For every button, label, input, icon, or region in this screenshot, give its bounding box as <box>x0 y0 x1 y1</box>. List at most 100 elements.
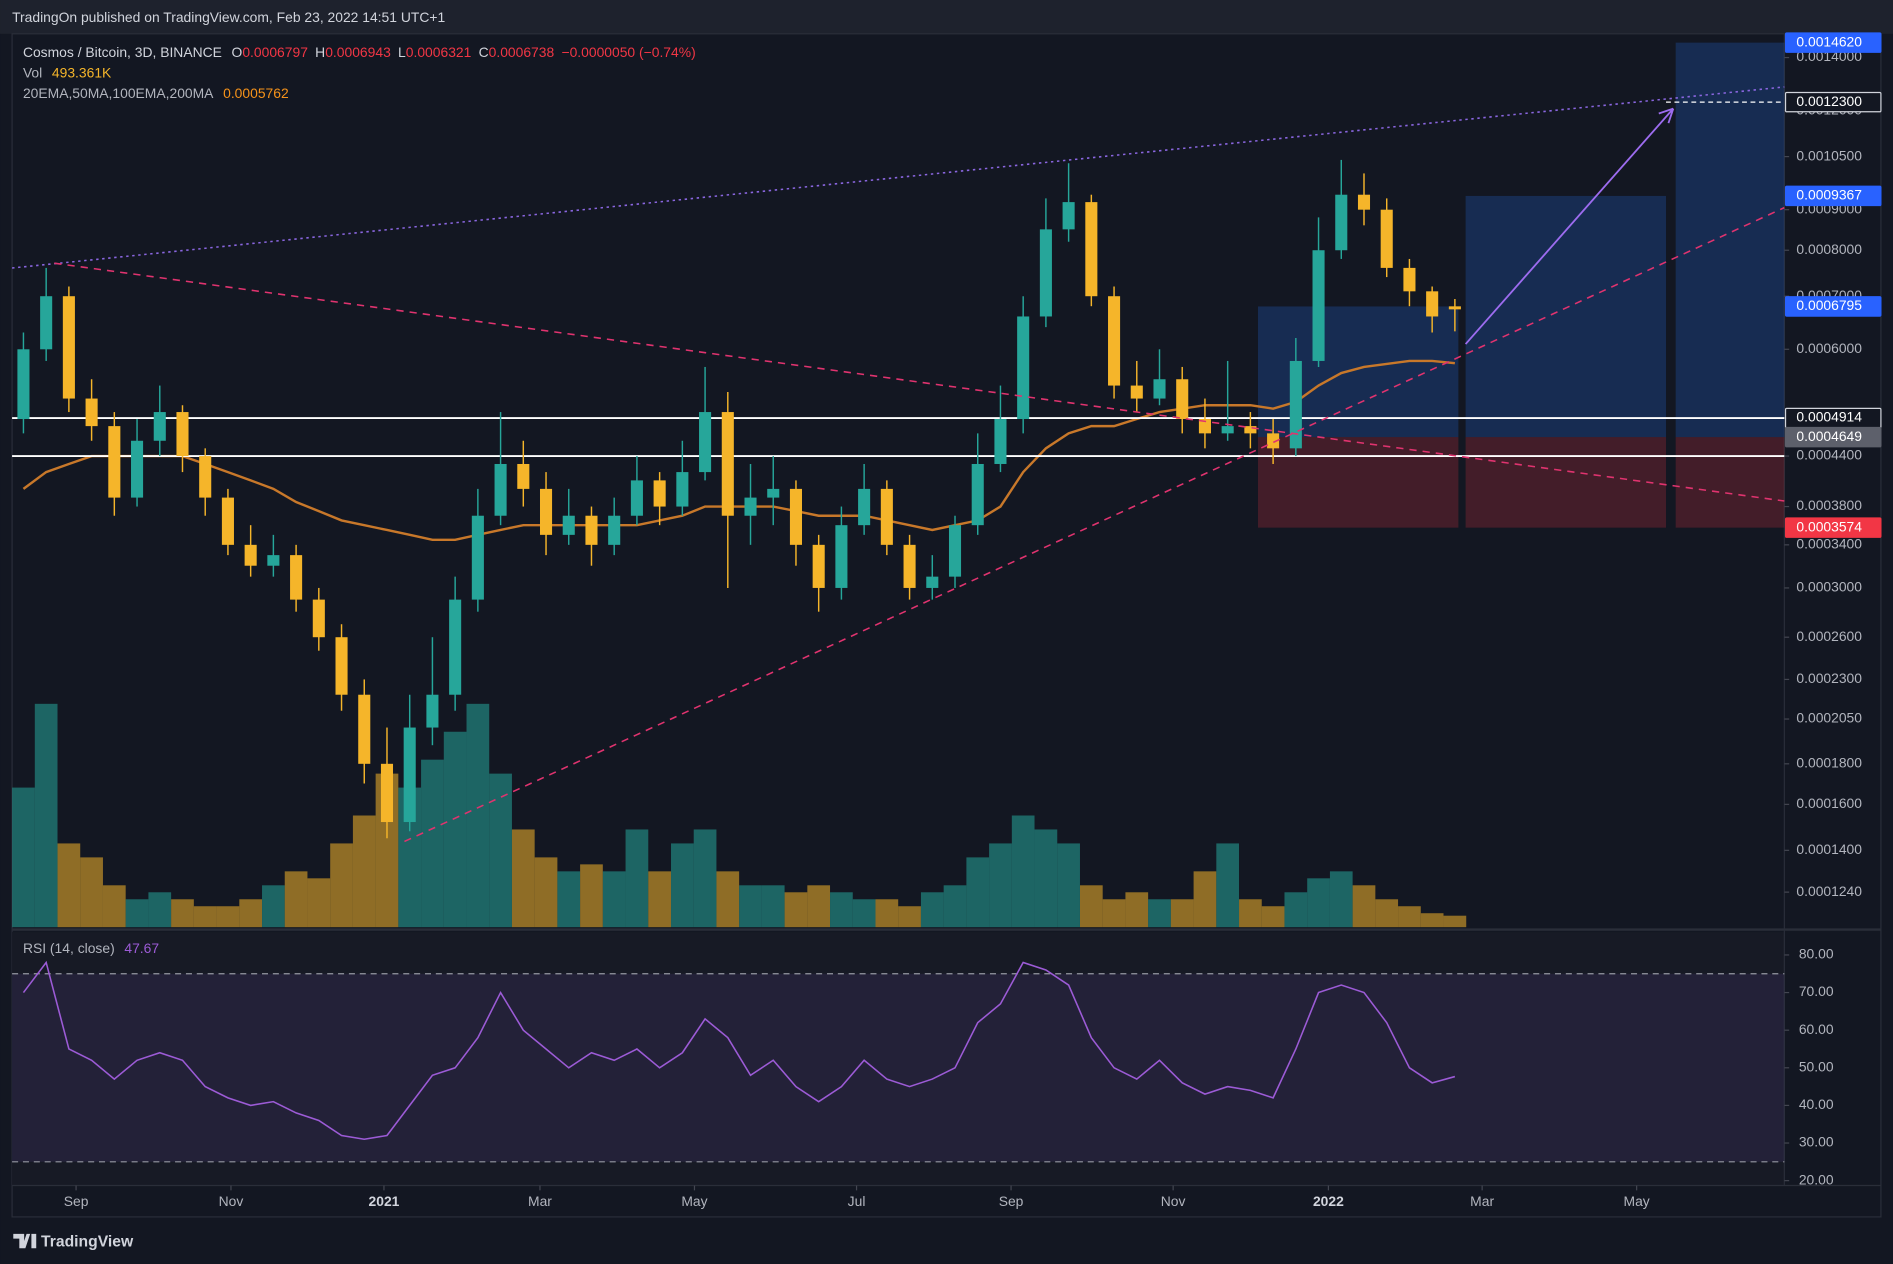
candle-body <box>358 694 371 764</box>
volume-bar <box>761 885 785 928</box>
trendline-ascending <box>404 206 1785 843</box>
volume-value: 493.361K <box>52 64 112 80</box>
candle-body <box>835 525 848 588</box>
candle-body <box>131 440 144 498</box>
candle-body <box>1448 306 1461 310</box>
volume-bar <box>943 885 967 928</box>
candle-body <box>744 497 757 516</box>
candle-body <box>1062 202 1075 230</box>
price-label: 0.0014620 <box>1796 33 1862 49</box>
volume-bar <box>193 906 217 928</box>
ma-value: 0.0005762 <box>223 85 289 101</box>
candle-body <box>676 472 689 507</box>
y-tick-label: 0.0006000 <box>1796 340 1862 356</box>
candle-body <box>1153 379 1166 399</box>
rsi-tick-label: 50.00 <box>1799 1058 1834 1074</box>
volume-bar <box>307 878 331 928</box>
rsi-legend: RSI (14, close) 47.67 <box>23 940 159 956</box>
y-tick-label: 0.0003400 <box>1796 536 1862 552</box>
volume-bar <box>330 843 353 928</box>
candle-body <box>1267 433 1280 449</box>
y-tick-label: 0.0002300 <box>1796 670 1862 686</box>
price-label: 0.0006795 <box>1796 297 1862 313</box>
volume-bar <box>80 857 103 928</box>
candle-body <box>199 456 212 498</box>
candle-body <box>108 426 121 498</box>
candle-body <box>494 463 507 516</box>
candle-body <box>630 480 643 516</box>
symbol: Cosmos / Bitcoin, 3D, BINANCE <box>23 44 222 60</box>
candle-body <box>971 463 984 526</box>
price-label-box <box>1784 185 1882 207</box>
candle-body <box>1130 385 1143 399</box>
volume-bar <box>625 829 649 928</box>
volume-bar <box>12 787 35 928</box>
rsi-tick-label: 70.00 <box>1799 983 1834 999</box>
volume-bar <box>875 899 899 928</box>
volume-bar <box>1398 906 1421 928</box>
candle-body <box>426 694 439 728</box>
y-tick-label: 0.0008000 <box>1796 241 1862 257</box>
position-profit <box>1465 195 1667 438</box>
candle-body <box>562 515 575 535</box>
price-label: 0.0012300 <box>1796 93 1862 109</box>
volume-bar <box>421 759 444 928</box>
price-label-box <box>1784 32 1882 53</box>
volume-bar <box>671 843 694 928</box>
volume-bar <box>216 906 240 928</box>
volume-bar <box>57 843 81 928</box>
ohlc-value: 0.0006797 <box>242 44 308 60</box>
price-label-box <box>1784 426 1882 448</box>
y-tick-label: 0.0001600 <box>1796 795 1862 811</box>
volume-bar <box>580 864 603 928</box>
ohlc-key: H <box>315 44 325 60</box>
volume-bar <box>557 871 581 928</box>
x-tick-label: 2022 <box>1313 1193 1344 1209</box>
candle-body <box>1403 267 1416 292</box>
candle-body <box>267 555 280 566</box>
candle-body <box>17 349 30 420</box>
volume-bar <box>1239 899 1262 928</box>
ohlc-value: 0.0006943 <box>325 44 391 60</box>
volume-bar <box>1170 899 1194 928</box>
candle-body <box>1017 316 1030 420</box>
price-label-box <box>1784 91 1882 113</box>
rsi-line <box>22 960 1456 1141</box>
y-tick-label: 0.0001800 <box>1796 754 1862 770</box>
volume-bar <box>739 885 762 928</box>
candle-body <box>789 488 803 545</box>
x-tick-label: Mar <box>528 1193 552 1209</box>
volume-bar <box>1261 906 1285 928</box>
moving-average <box>22 359 1455 542</box>
volume-bar <box>920 892 944 928</box>
candle-body <box>1380 209 1393 268</box>
plot <box>12 42 1785 1163</box>
candle-body <box>1312 250 1325 361</box>
candle-body <box>926 576 939 588</box>
candle-body <box>948 525 962 577</box>
volume-bar <box>398 787 422 928</box>
symbol-legend: Cosmos / Bitcoin, 3D, BINANCE O0.0006797 H… <box>23 44 696 60</box>
rsi-title: RSI (14, close) <box>23 940 115 956</box>
ma-label: 20EMA,50MA,100EMA,200MA <box>23 85 214 101</box>
position-loss <box>1675 437 1785 528</box>
candle-body <box>40 296 53 350</box>
price-label: 0.0004649 <box>1796 428 1862 444</box>
candle-body <box>653 480 666 507</box>
rsi-tick-label: 30.00 <box>1799 1134 1834 1150</box>
volume-bar <box>784 892 808 928</box>
ohlc-key: C <box>479 44 489 60</box>
volume-bar <box>284 871 308 928</box>
candle-body <box>1426 291 1439 317</box>
candle-body <box>471 515 484 600</box>
y-tick-label: 0.0001240 <box>1796 883 1862 899</box>
x-tick-label: Nov <box>1161 1193 1186 1209</box>
ohlc-value: 0.0006321 <box>406 44 472 60</box>
volume-bar <box>443 731 467 928</box>
volume-bar <box>148 892 172 928</box>
y-tick-label: 0.0002050 <box>1796 710 1862 726</box>
y-tick-label: 0.0004400 <box>1796 447 1862 463</box>
ma-legend: 20EMA,50MA,100EMA,200MA 0.0005762 <box>23 85 289 101</box>
y-tick-label: 0.0001400 <box>1796 841 1862 857</box>
